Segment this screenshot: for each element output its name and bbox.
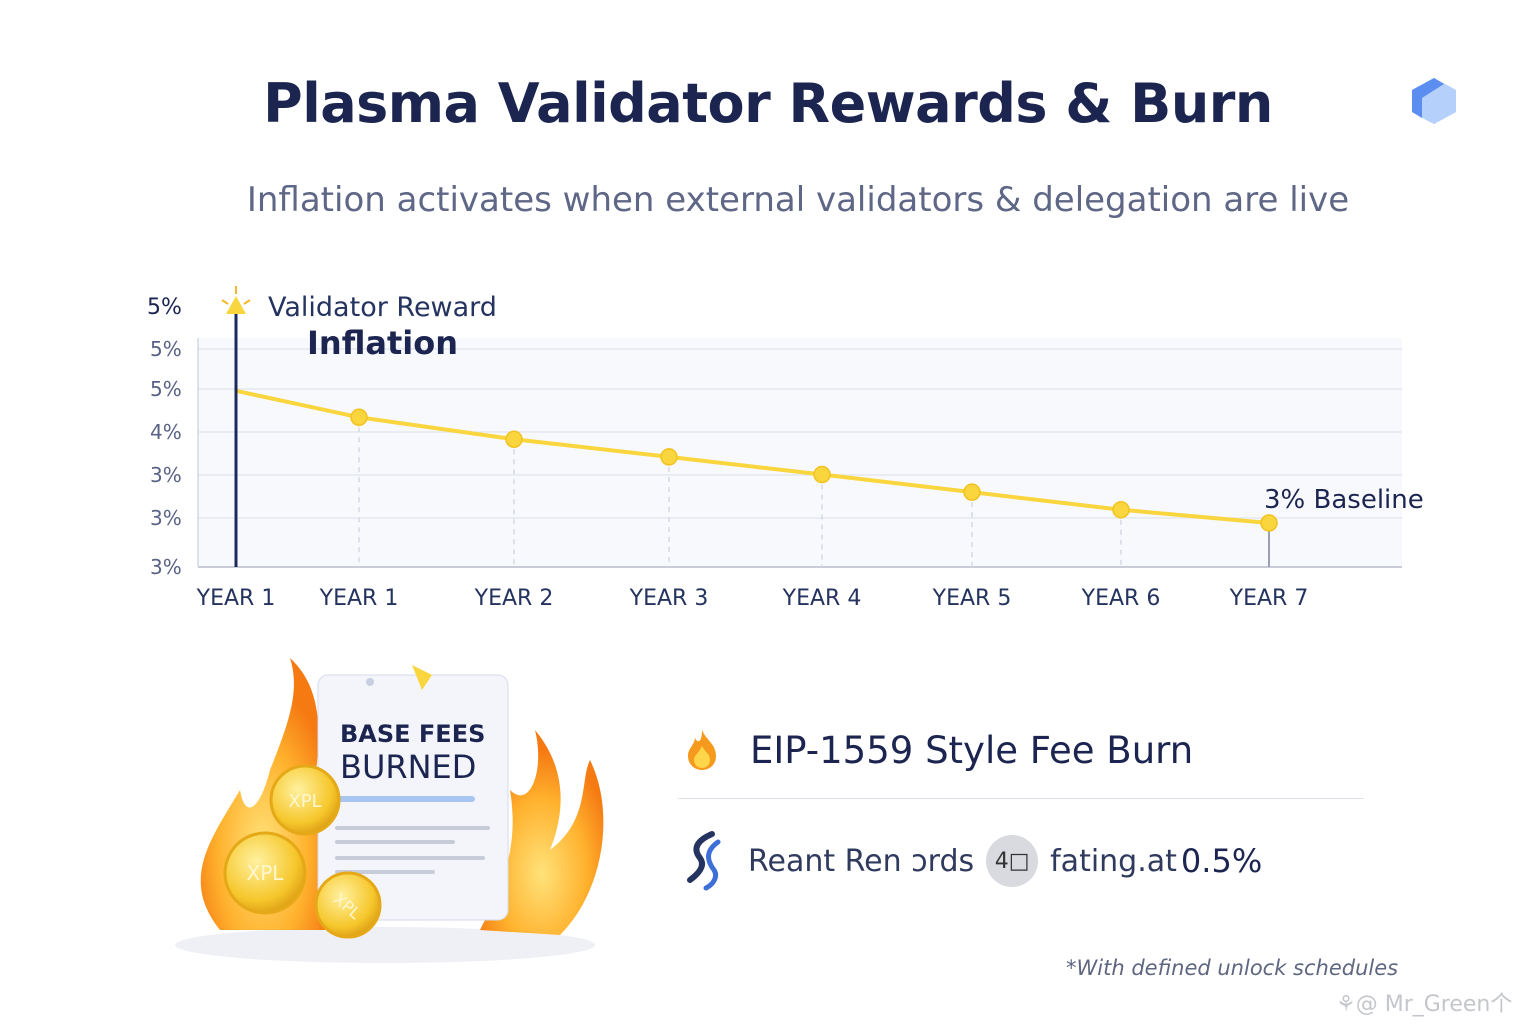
- data-point: [813, 465, 831, 484]
- xpl-coin-left: XPL: [223, 831, 307, 915]
- y-tick-top: 5%: [147, 295, 182, 320]
- section-divider: [678, 798, 1364, 799]
- data-point: [963, 483, 981, 501]
- watermark: ⚘@ Mr_Green个: [1336, 992, 1513, 1017]
- y-tick-label: 4%: [150, 420, 182, 444]
- x-tick-label: YEAR 6: [1081, 586, 1161, 611]
- x-tick-label: YEAR 1: [196, 586, 276, 611]
- plot-background: [198, 338, 1402, 567]
- right-flames: [480, 730, 604, 935]
- page-subtitle: Inflation activates when external valida…: [246, 180, 1350, 220]
- y-tick-label: 3%: [150, 506, 182, 530]
- brand-logo-icon: [1412, 78, 1456, 124]
- fee-burn-row: EIP-1559 Style Fee Burn: [680, 720, 1193, 780]
- data-point: [1112, 501, 1130, 519]
- x-tick-label: YEAR 2: [474, 586, 554, 611]
- x-tick-label: YEAR 5: [932, 586, 1012, 611]
- fee-burn-title: EIP-1559 Style Fee Burn: [750, 728, 1194, 772]
- marker-label-line2: Inflation: [307, 324, 458, 362]
- rewards-text: Reant Ren ɔrds: [748, 843, 975, 879]
- y-tick-label: 3%: [150, 463, 182, 487]
- flame-icon: [688, 730, 716, 770]
- y-tick-label: 5%: [150, 377, 182, 401]
- y-tick-label: 5%: [150, 337, 182, 361]
- footnote: *With defined unlock schedules: [1066, 956, 1399, 980]
- svg-text:XPL: XPL: [247, 861, 285, 885]
- fee-burn-illustration: BASE FEES BURNED XPL XPL XPL: [175, 658, 604, 963]
- marker-label-line1: Validator Reward: [268, 292, 497, 323]
- rewards-rate: 0.5%: [1180, 842, 1263, 880]
- rewards-badge: 4□: [986, 835, 1039, 887]
- inflation-series-line: [235, 388, 1270, 525]
- x-tick-label: YEAR 7: [1229, 586, 1309, 611]
- x-tick-label: YEAR 3: [629, 586, 709, 611]
- activation-flag-icon: [221, 286, 251, 314]
- rewards-text-2: fating.at: [1050, 843, 1177, 879]
- xpl-coin-top: XPL: [269, 764, 341, 836]
- data-point: [350, 408, 368, 427]
- x-tick-label: YEAR 4: [782, 586, 862, 611]
- x-tick-label: YEAR 1: [319, 586, 399, 611]
- data-point: [505, 430, 523, 449]
- data-point: [660, 448, 678, 466]
- y-tick-label: 3%: [150, 555, 182, 579]
- receipt-line1: BASE FEES: [340, 720, 485, 748]
- svg-text:XPL: XPL: [288, 791, 321, 812]
- data-point: [1260, 514, 1278, 532]
- page-title: Plasma Validator Rewards & Burn: [263, 72, 1273, 135]
- xpl-coin-front: XPL: [314, 871, 382, 939]
- receipt-line2: BURNED: [340, 748, 476, 786]
- inflation-chart: 5% 5% 4% 3% 3% 3% YEAR 1 YEAR 1 YEAR 2 YEAR 3 YEA…: [147, 286, 1424, 611]
- rewards-row: Reant Ren ɔrds 4□ fating.at 0.5%: [684, 830, 1262, 892]
- plasma-logo-icon: [687, 831, 721, 891]
- baseline-label: 3% Baseline: [1264, 485, 1424, 515]
